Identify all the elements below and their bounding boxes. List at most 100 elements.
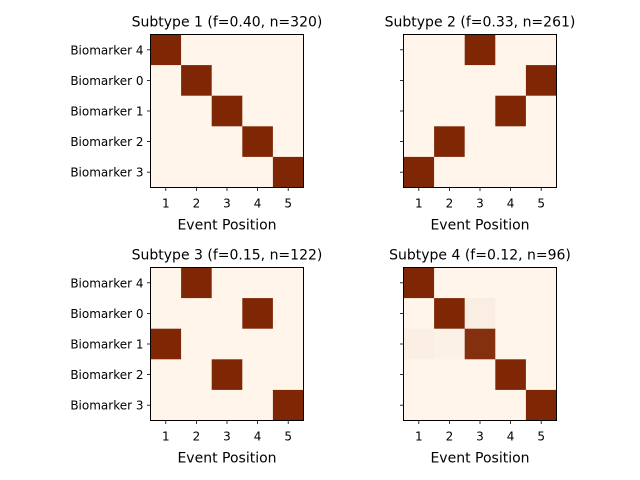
y-tick-label: Biomarker 3 xyxy=(70,166,143,180)
y-tick-label: Biomarker 0 xyxy=(70,307,143,321)
x-tick-label: 4 xyxy=(254,197,262,211)
heatmap-cell xyxy=(211,328,243,360)
heatmap-cell xyxy=(403,34,435,66)
heatmap-cell xyxy=(272,126,304,158)
heatmap-cell xyxy=(403,156,435,188)
heatmap-cell xyxy=(525,267,557,299)
heatmap-cell xyxy=(434,389,465,421)
chart-title: Subtype 4 (f=0.12, n=96) xyxy=(389,248,571,264)
heatmap-cell xyxy=(434,328,465,360)
heatmap-cell xyxy=(464,328,496,360)
heatmap-cell xyxy=(242,328,274,360)
y-tick-label: Biomarker 1 xyxy=(70,105,143,119)
y-tick-label: Biomarker 4 xyxy=(70,43,143,57)
x-tick-label: 3 xyxy=(476,430,484,444)
heatmap-cell xyxy=(181,65,212,96)
heatmap-cell xyxy=(464,34,496,66)
heatmap-cell xyxy=(242,126,274,158)
heatmap-cell xyxy=(464,95,496,127)
heatmap-cell xyxy=(150,298,182,329)
heatmap-cell xyxy=(272,34,304,66)
x-tick-label: 4 xyxy=(507,430,515,444)
x-tick-label: 3 xyxy=(223,197,231,211)
heatmap-cell xyxy=(464,156,496,188)
x-tick-label: 2 xyxy=(446,430,454,444)
heatmap-cell xyxy=(434,65,465,96)
heatmap-cell xyxy=(150,156,182,188)
heatmap-cell xyxy=(403,95,435,127)
heatmap-cell xyxy=(181,267,212,299)
heatmap-cell xyxy=(525,95,557,127)
heatmap-cell xyxy=(525,328,557,360)
heatmap-cell xyxy=(242,95,274,127)
chart-title: Subtype 2 (f=0.33, n=261) xyxy=(385,15,576,31)
heatmap-cell xyxy=(525,298,557,329)
heatmap-cell xyxy=(150,95,182,127)
heatmap-cell xyxy=(434,156,465,188)
heatmap-panel-3: Subtype 3 (f=0.15, n=122) Biomarker 4 Biom… xyxy=(70,248,322,467)
x-tick-label: 1 xyxy=(415,430,423,444)
heatmap-cell xyxy=(181,126,212,158)
heatmap-cell xyxy=(434,34,465,66)
heatmap-cell xyxy=(211,389,243,421)
x-tick-label: 5 xyxy=(537,197,545,211)
x-tick-label: 4 xyxy=(507,197,515,211)
heatmap-cell xyxy=(495,298,527,329)
heatmap-cell xyxy=(211,267,243,299)
heatmap-cell xyxy=(434,359,465,391)
heatmap-cell xyxy=(495,156,527,188)
heatmap-cell xyxy=(495,34,527,66)
heatmap-cell xyxy=(150,328,182,360)
x-tick-label: 5 xyxy=(537,430,545,444)
heatmap-cell xyxy=(242,65,274,96)
x-tick-label: 3 xyxy=(223,430,231,444)
heatmap-cell xyxy=(403,126,435,158)
heatmap-cell xyxy=(434,95,465,127)
x-axis-label: Event Position xyxy=(430,218,529,234)
x-tick-label: 1 xyxy=(162,197,170,211)
heatmap-cell xyxy=(211,126,243,158)
heatmap-cell xyxy=(403,328,435,360)
heatmap-cell xyxy=(525,34,557,66)
heatmap-cell xyxy=(181,156,212,188)
heatmap-cell xyxy=(464,126,496,158)
heatmap-cell xyxy=(150,65,182,96)
heatmap-cell xyxy=(242,298,274,329)
heatmap-cell xyxy=(525,126,557,158)
heatmap-panel-1: Subtype 1 (f=0.40, n=320) Biomarker 4 Biom… xyxy=(70,15,322,234)
heatmap-cell xyxy=(403,298,435,329)
x-tick-label: 2 xyxy=(193,430,201,444)
heatmap-cell xyxy=(211,65,243,96)
chart-title: Subtype 1 (f=0.40, n=320) xyxy=(132,15,323,31)
heatmap-cell xyxy=(150,34,182,66)
heatmap-cell xyxy=(181,359,212,391)
y-tick-label: Biomarker 1 xyxy=(70,338,143,352)
x-axis-label: Event Position xyxy=(430,451,529,467)
x-axis-label: Event Position xyxy=(177,451,276,467)
heatmap-cell xyxy=(211,156,243,188)
heatmap-cell xyxy=(150,359,182,391)
x-tick-label: 4 xyxy=(254,430,262,444)
heatmap-cell xyxy=(495,359,527,391)
x-tick-label: 3 xyxy=(476,197,484,211)
heatmap-cell xyxy=(242,34,274,66)
heatmap-panel-2: Subtype 2 (f=0.33, n=261) 1 2 3 4 5 Event Posi… xyxy=(385,15,576,234)
heatmap-cell xyxy=(495,328,527,360)
x-tick-label: 1 xyxy=(162,430,170,444)
heatmap-cell xyxy=(181,328,212,360)
heatmap-cell xyxy=(525,389,557,421)
x-tick-label: 5 xyxy=(284,430,292,444)
heatmap-cell xyxy=(211,95,243,127)
heatmap-cell xyxy=(242,359,274,391)
heatmap-cell xyxy=(181,298,212,329)
heatmap-cell xyxy=(242,389,274,421)
heatmap-cell xyxy=(464,65,496,96)
heatmap-cell xyxy=(181,34,212,66)
heatmap-cell xyxy=(464,359,496,391)
y-tick-label: Biomarker 2 xyxy=(70,135,143,149)
heatmap-cell xyxy=(434,298,465,329)
heatmap-cell xyxy=(403,267,435,299)
heatmap-panel-4: Subtype 4 (f=0.12, n=96) 1 2 3 4 5 Event Posit… xyxy=(389,248,571,467)
heatmap-cell xyxy=(272,267,304,299)
